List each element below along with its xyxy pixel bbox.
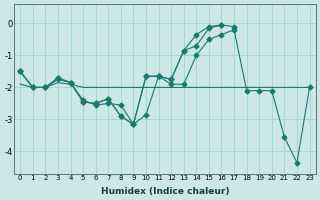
X-axis label: Humidex (Indice chaleur): Humidex (Indice chaleur) [100,187,229,196]
